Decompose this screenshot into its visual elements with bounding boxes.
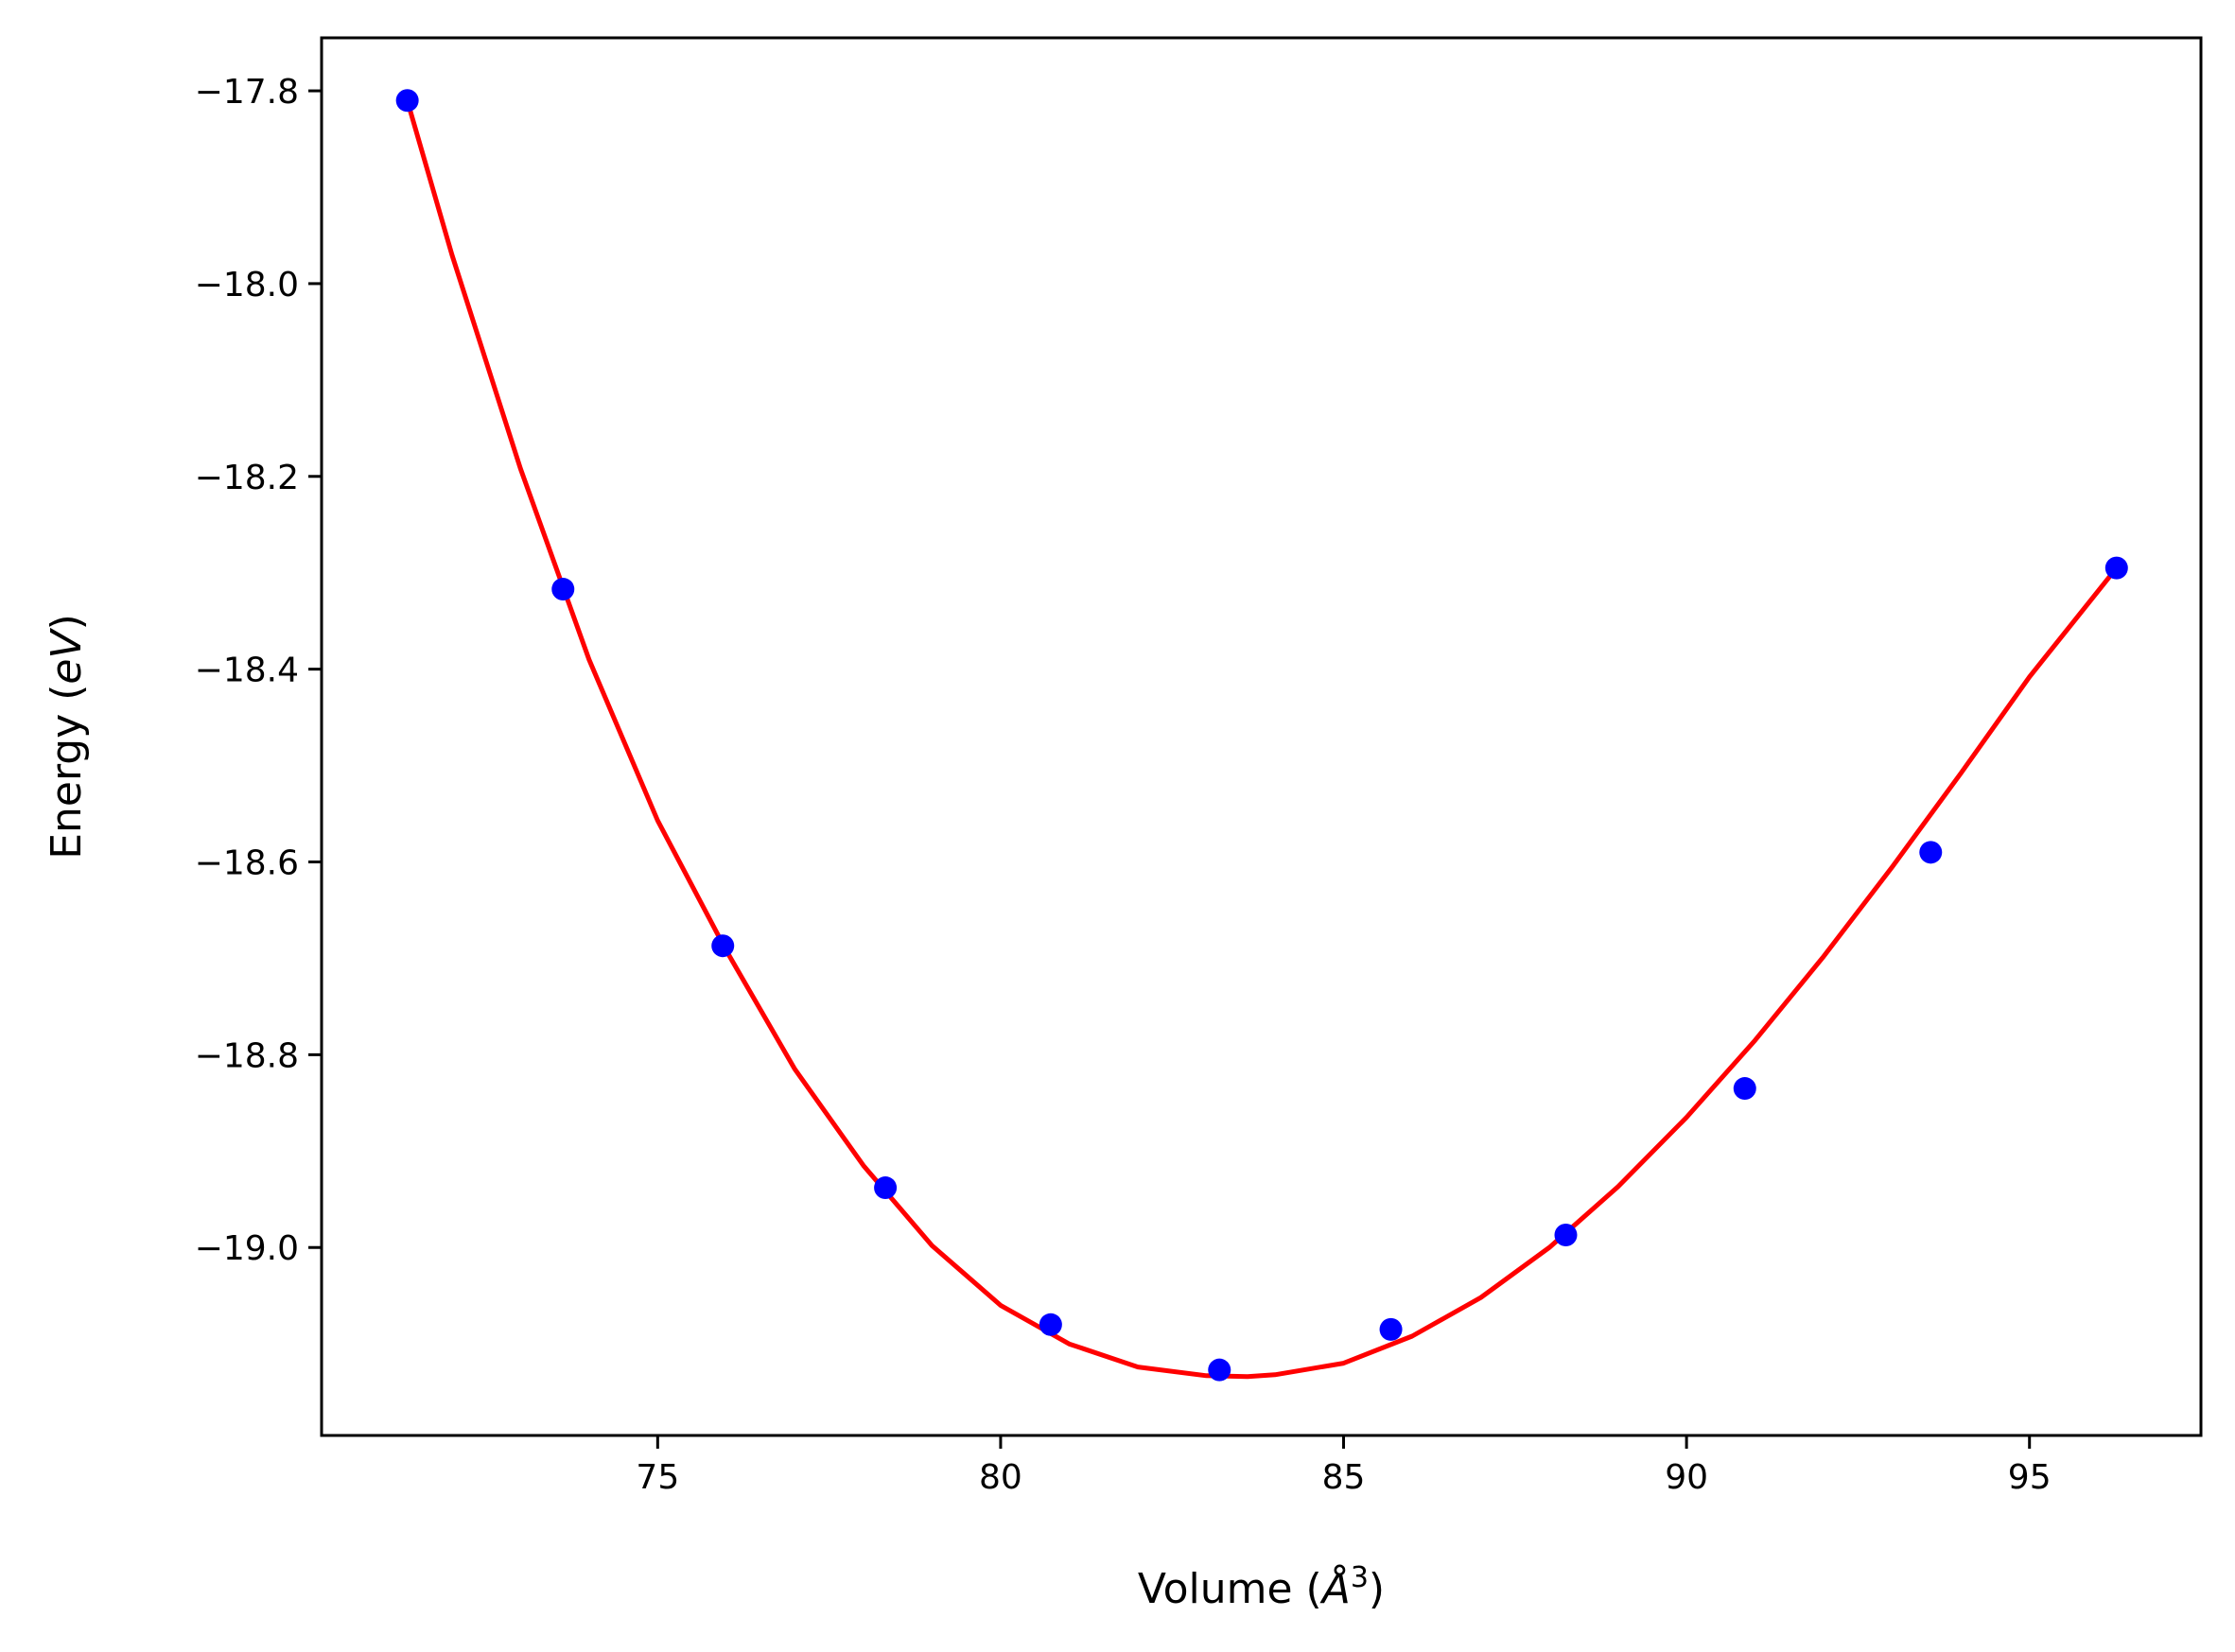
data-point	[1208, 1358, 1231, 1382]
y-tick-label: −19.0	[195, 1229, 299, 1268]
data-point	[2104, 556, 2128, 580]
y-axis: −17.8 −18.0 −18.2 −18.4 −18.6 −18.8 −19.0	[195, 73, 322, 1268]
data-point	[711, 934, 735, 958]
fit-curve	[405, 97, 2120, 1380]
x-axis-title-prefix: Volume (	[1138, 1565, 1322, 1613]
x-axis-title-exponent: 3	[1351, 1561, 1369, 1594]
y-axis-title-unit: eV	[43, 628, 91, 685]
data-point	[874, 1176, 898, 1200]
x-axis-title: Volume (Å3)	[1138, 1561, 1385, 1614]
y-tick-label: −18.8	[195, 1036, 299, 1075]
x-axis-title-suffix: )	[1369, 1565, 1385, 1613]
plot-area	[395, 89, 2128, 1382]
x-axis-title-symbol: Å	[1319, 1563, 1351, 1613]
y-tick-label: −18.0	[195, 266, 299, 304]
data-point	[1554, 1223, 1578, 1246]
data-point	[1379, 1317, 1403, 1341]
x-tick-label: 80	[979, 1458, 1022, 1497]
y-axis-title-suffix: )	[43, 614, 91, 630]
x-tick-label: 90	[1665, 1458, 1708, 1497]
y-axis-title-prefix: Energy (	[43, 685, 91, 860]
plot-frame	[320, 36, 2203, 1437]
data-point	[551, 578, 575, 601]
data-point	[1919, 841, 1943, 864]
data-point	[1039, 1313, 1062, 1336]
x-axis: 75 80 85 90 95	[636, 1435, 2052, 1497]
y-axis-title: Energy (eV)	[43, 614, 91, 860]
y-tick-label: −18.2	[195, 459, 299, 497]
x-tick-label: 85	[1322, 1458, 1366, 1497]
x-tick-label: 95	[2008, 1458, 2052, 1497]
y-tick-label: −17.8	[195, 73, 299, 112]
x-tick-label: 75	[636, 1458, 679, 1497]
data-point	[1733, 1077, 1756, 1101]
y-tick-label: −18.4	[195, 652, 299, 690]
y-tick-label: −18.6	[195, 844, 299, 883]
data-point	[395, 89, 419, 113]
data-points	[395, 89, 2128, 1382]
